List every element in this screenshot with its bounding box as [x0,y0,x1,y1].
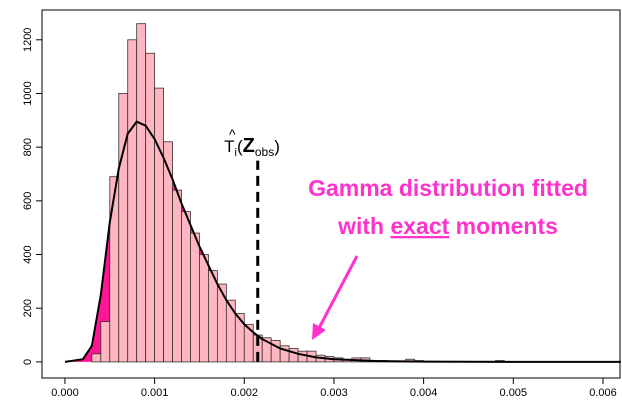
bar [234,313,245,363]
bar [136,23,147,363]
label-base: T [224,137,234,156]
annotation: with exact moments [337,213,558,239]
bar [118,93,129,363]
arrow [312,255,359,340]
y-tick-label: 0 [22,359,34,365]
bar [190,232,200,363]
x-tick-label: 0.006 [589,387,617,399]
label-sub: i [235,147,237,159]
x-tick-label: 0.003 [320,387,348,399]
bar [172,189,182,363]
plot [64,23,621,363]
y-tick-label: 400 [22,245,34,263]
hat: ^ [229,126,236,142]
annotation-emph: exact [390,213,449,239]
x-tick-label: 0.004 [410,387,438,399]
bar [127,39,138,363]
bar [297,350,308,363]
annotation-word: moments [456,213,558,239]
y-tick-label: 1200 [22,28,34,52]
label-arg-sub: obs [255,145,274,159]
bar [100,321,111,363]
bar [145,52,156,363]
bar [225,299,236,363]
arrow-shaft [316,255,359,331]
arrow-head [312,323,326,340]
annotation-word: with [337,213,384,239]
bar [91,353,102,363]
bar [199,254,209,363]
bar [109,176,120,363]
x-tick-label: 0.000 [51,387,79,399]
observed-label: Ti(Zobs) [224,135,280,159]
density-curve [64,120,621,363]
label-arg: Z [243,135,255,157]
annotation: Gamma distribution fitted [308,175,588,201]
bar [181,211,191,363]
y-tick-label: 600 [22,192,34,210]
bar [288,348,299,363]
x-tick-label: 0.005 [500,387,528,399]
bar [208,270,218,363]
x-tick-label: 0.001 [141,387,169,399]
y-tick-label: 200 [22,299,34,317]
bar [154,87,164,363]
y-tick-label: 800 [22,138,34,156]
y-tick-label: 1000 [22,81,34,105]
x-tick-label: 0.002 [231,387,259,399]
